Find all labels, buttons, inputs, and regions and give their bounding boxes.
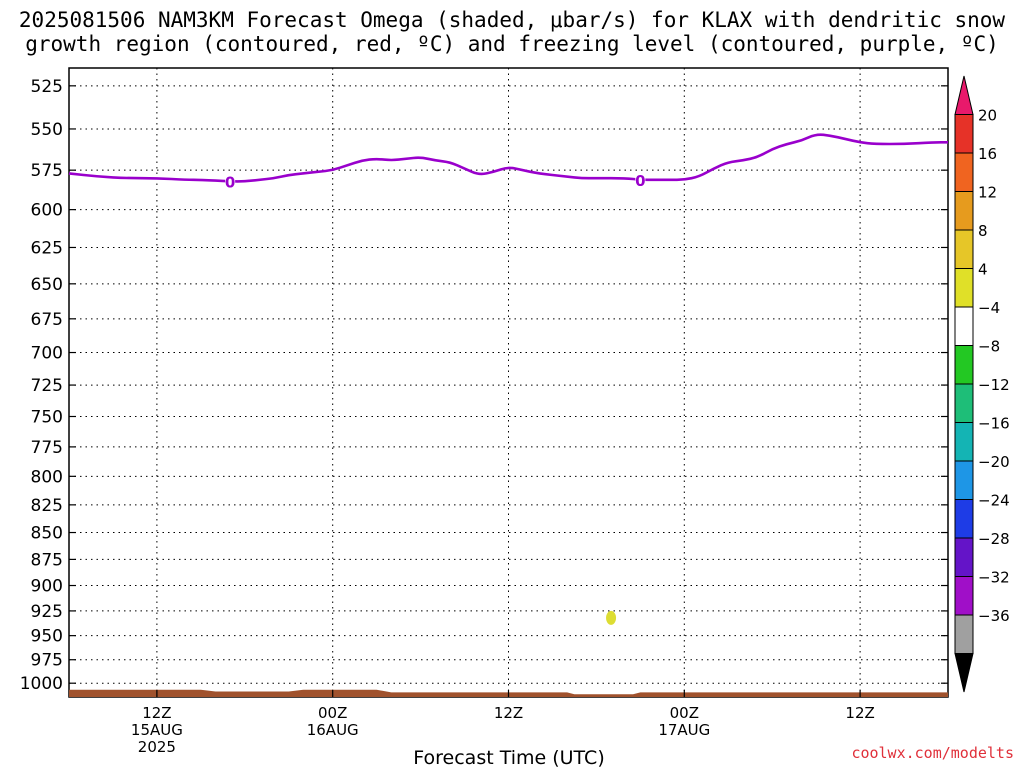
omega-shading-layer: [606, 610, 617, 625]
colorbar-swatch-4: [954, 229, 974, 269]
omega-shade-blob-0: [606, 610, 617, 625]
colorbar-swatch-5: [954, 268, 974, 308]
freezing-level-contour-0: [68, 133, 948, 183]
ytick-label-975: 975: [31, 651, 63, 671]
x-axis-label: Forecast Time (UTC): [413, 747, 604, 768]
ytick-label-850: 850: [31, 524, 63, 544]
ytick-label-950: 950: [31, 627, 63, 647]
chart-title-line1: 2025081506 NAM3KM Forecast Omega (shaded…: [18, 8, 1006, 32]
ytick-label-1000: 1000: [20, 674, 63, 694]
ytick-label-600: 600: [31, 201, 63, 221]
gridlines: [69, 68, 948, 697]
colorbar-label-7: −12: [978, 376, 1010, 394]
contour-label-1: 0: [635, 172, 645, 190]
ytick-label-675: 675: [31, 310, 63, 330]
colorbar-swatch-2: [954, 152, 974, 192]
xtick-label-3-0: 00Z: [670, 704, 699, 722]
ytick-label-700: 700: [31, 344, 63, 364]
contour-label-bg-1: [635, 171, 646, 188]
chart-title-line2: growth region (contoured, red, ºC) and f…: [25, 32, 999, 56]
colorbar-label-8: −16: [978, 415, 1010, 433]
colorbar-swatch-14: [954, 614, 974, 654]
colorbar-swatch-10: [954, 460, 974, 500]
colorbar-top-arrow: [954, 75, 974, 115]
colorbar-label-5: −4: [978, 299, 1000, 317]
colorbar-label-6: −8: [978, 338, 1000, 356]
colorbar-swatch-11: [954, 499, 974, 539]
ytick-label-550: 550: [31, 120, 63, 140]
colorbar-label-4: 4: [978, 261, 988, 279]
omega-colorbar: 20 16 12 8 4 −4 −8 −12 −16 −20 −24 −28 −32 −36: [954, 75, 1010, 693]
ytick-label-525: 525: [31, 77, 63, 97]
ytick-label-750: 750: [31, 407, 63, 427]
xtick-label-1-0: 00Z: [318, 704, 347, 722]
colorbar-swatch-9: [954, 422, 974, 462]
xtick-label-0-1: 15AUG: [131, 721, 183, 739]
pressure-axis: 525 550 575 600 625 650 675 700 725 750 775 800 825 8…: [20, 77, 948, 694]
colorbar-swatch-1: [954, 114, 974, 154]
colorbar-label-0: 20: [978, 107, 997, 125]
colorbar-bottom-arrow: [954, 653, 974, 693]
colorbar-label-1: 16: [978, 145, 997, 163]
colorbar-label-12: −32: [978, 569, 1010, 587]
colorbar-label-11: −28: [978, 530, 1010, 548]
xtick-label-0-0: 12Z: [142, 704, 171, 722]
colorbar-swatch-8: [954, 383, 974, 423]
ytick-label-625: 625: [31, 238, 63, 258]
site-credit: coolwx.com/modelts: [851, 744, 1014, 762]
ytick-label-725: 725: [31, 376, 63, 396]
colorbar-swatch-12: [954, 537, 974, 577]
ytick-label-800: 800: [31, 467, 63, 487]
colorbar-swatch-13: [954, 576, 974, 616]
xtick-label-2-0: 12Z: [494, 704, 523, 722]
xtick-label-0-2: 2025: [138, 738, 176, 756]
colorbar-swatch-6: [954, 306, 974, 346]
ytick-label-825: 825: [31, 496, 63, 516]
xtick-label-1-1: 16AUG: [307, 721, 359, 739]
colorbar-swatch-7: [954, 345, 974, 385]
colorbar-label-9: −20: [978, 453, 1010, 471]
xtick-label-4-0: 12Z: [845, 704, 874, 722]
colorbar-label-2: 12: [978, 184, 997, 202]
colorbar-label-13: −36: [978, 607, 1010, 625]
colorbar-swatch-3: [954, 191, 974, 231]
ytick-label-650: 650: [31, 275, 63, 295]
ytick-label-775: 775: [31, 438, 63, 458]
colorbar-label-10: −24: [978, 492, 1010, 510]
ytick-label-900: 900: [31, 577, 63, 597]
ytick-label-875: 875: [31, 550, 63, 570]
xtick-label-3-1: 17AUG: [658, 721, 710, 739]
contour-label-bg-0: [225, 173, 236, 190]
ytick-label-925: 925: [31, 602, 63, 622]
colorbar-label-3: 8: [978, 222, 988, 240]
contour-label-0: 0: [225, 173, 235, 191]
ytick-label-575: 575: [31, 161, 63, 181]
